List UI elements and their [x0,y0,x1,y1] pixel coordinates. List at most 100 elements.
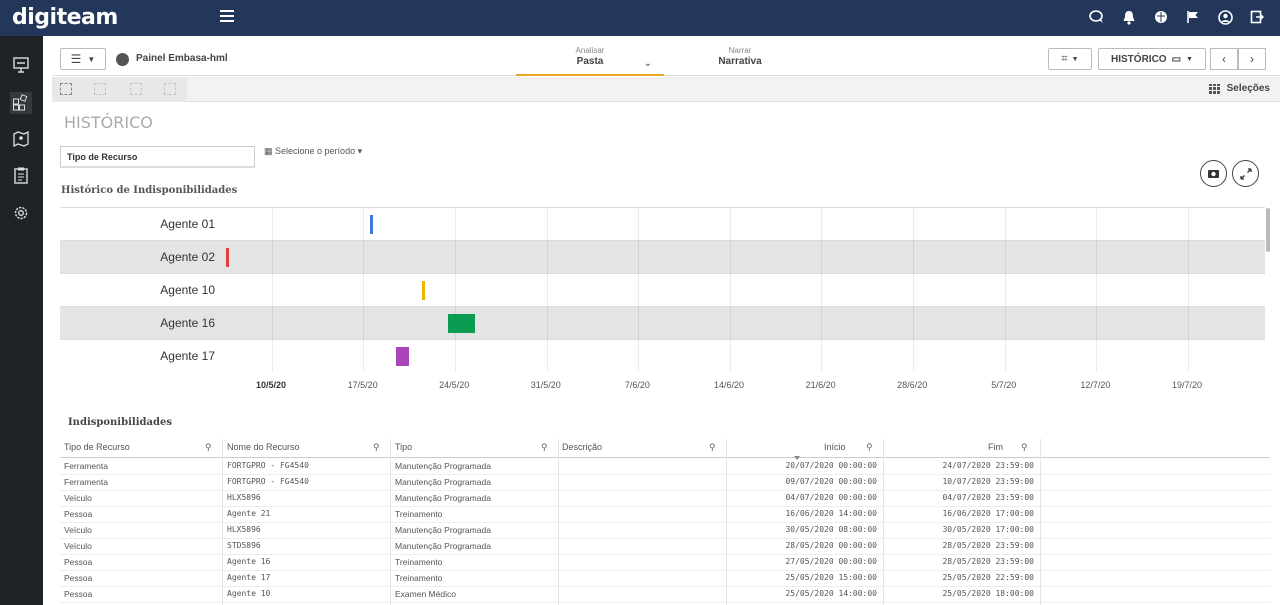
table-row[interactable]: Veículo HLX5896 Manutenção Programada 04/07… [60,491,1270,507]
tab-narrar[interactable]: Narrar Narrativa [670,46,810,76]
main-menu-button[interactable]: ☰ ▼ [60,48,106,70]
smart-search-icon[interactable] [60,83,72,95]
gantt-gridline [729,208,731,372]
gantt-bar[interactable] [422,281,426,300]
bookmarks-button[interactable]: ⌗ ▼ [1048,48,1092,70]
search-icon[interactable]: ⚲ [205,442,212,452]
previous-sheet-button[interactable]: ‹ [1210,48,1238,70]
table-cell: 25/05/2020 22:59:00 [942,573,1034,582]
gantt-bar[interactable] [448,314,475,333]
period-selector[interactable]: ▦ Selecione o período ▾ [264,146,362,157]
table-cell: Pessoa [64,557,93,567]
snapshot-camera-button[interactable] [1200,160,1227,187]
table-cell: 25/05/2020 15:00:00 [785,573,877,582]
col-header-fim[interactable]: Fim [988,442,1003,452]
sheets-button[interactable]: HISTÓRICO ▭ ▼ [1098,48,1206,70]
col-header-descricao[interactable]: Descrição [562,442,603,452]
search-icon[interactable]: ⚲ [1021,442,1028,452]
chart-scrollbar[interactable] [1266,208,1270,252]
table-cell: Agente 17 [227,573,271,582]
resource-type-filter[interactable]: Tipo de Recurso [60,146,255,168]
search-icon[interactable]: ⚲ [866,442,873,452]
gantt-row[interactable]: Agente 01 [60,208,1265,241]
table-cell: 20/07/2020 00:00:00 [785,461,877,470]
table-row[interactable]: Pessoa Agente 10 Examen Médico 25/05/2020 1… [60,587,1270,603]
chat-icon[interactable] [1086,6,1108,28]
gantt-bar[interactable] [369,215,373,234]
table-cell: Pessoa [64,589,93,599]
table-cell: Agente 16 [227,557,271,566]
col-header-tipo[interactable]: Tipo [395,442,413,452]
x-axis-tick-label: 12/7/20 [1080,380,1111,390]
table-cell: HLX5896 [227,525,261,534]
gantt-gridline [363,208,365,372]
table-row[interactable]: Pessoa Agente 21 Treinamento 16/06/2020 14:… [60,507,1270,523]
expand-fullscreen-button[interactable] [1232,160,1259,187]
selections-button[interactable]: Seleções [1208,83,1270,94]
gantt-row[interactable]: Agente 17 [60,340,1265,372]
settings-gear-icon[interactable] [10,202,32,224]
search-icon[interactable]: ⚲ [709,442,716,452]
table-cell: FORTGPRO - FG4540 [227,477,309,486]
table-cell: Manutenção Programada [395,493,491,503]
calendar-icon: ▦ [264,146,276,156]
table-row[interactable]: Ferramenta FORTGPRO - FG4540 Manutenção Pr… [60,459,1270,475]
table-row[interactable]: Pessoa Agente 16 Treinamento 27/05/2020 00:… [60,555,1270,571]
table-cell: 24/07/2020 23:59:00 [942,461,1034,470]
table-cell: FORTGPRO - FG4540 [227,461,309,470]
table-cell: 25/05/2020 14:00:00 [785,589,877,598]
table-cell: Treinamento [395,509,443,519]
table-cell: 04/07/2020 23:59:00 [942,493,1034,502]
table-header: Tipo de Recurso ⚲ Nome do Recurso ⚲ Tipo… [60,439,1270,458]
table-cell: 09/07/2020 00:00:00 [785,477,877,486]
col-header-nome-recurso[interactable]: Nome do Recurso [227,442,300,452]
brain-icon[interactable] [1150,6,1172,28]
tab-analisar[interactable]: Analisar Pasta ⌄ [516,46,664,76]
dashboard-grid-icon[interactable] [10,92,32,114]
table-cell: 16/06/2020 17:00:00 [942,509,1034,518]
table-cell: Examen Médico [395,589,456,599]
table-cell: 27/05/2020 00:00:00 [785,557,877,566]
table-row[interactable]: Veículo STD5896 Manutenção Programada 28/05… [60,539,1270,555]
col-header-tipo-recurso[interactable]: Tipo de Recurso [64,442,130,452]
user-icon[interactable] [1214,6,1236,28]
map-icon[interactable] [10,128,32,150]
x-axis-tick-label: 24/5/20 [439,380,470,390]
x-axis-tick-label: 28/6/20 [897,380,928,390]
x-axis-tick-label: 7/6/20 [624,380,650,390]
clear-selections-icon[interactable] [164,83,176,95]
search-icon[interactable]: ⚲ [373,442,380,452]
table-row[interactable]: Veículo HLX5896 Manutenção Programada 30/05… [60,523,1270,539]
gantt-row[interactable]: Agente 16 [60,307,1265,340]
tab-narrar-label: Narrar [728,46,752,55]
selection-tools [52,77,187,102]
camera-icon [1208,170,1219,178]
table-cell: 30/05/2020 08:00:00 [785,525,877,534]
selections-label: Seleções [1226,83,1270,94]
gantt-bar[interactable] [226,248,229,267]
gantt-row[interactable]: Agente 10 [60,274,1265,307]
bookmark-icon: ⌗ [1061,52,1068,65]
table-cell: 28/05/2020 00:00:00 [785,541,877,550]
gantt-bar[interactable] [396,347,410,366]
table-cell: Manutenção Programada [395,461,491,471]
gantt-row[interactable]: Agente 02 [60,241,1265,274]
gantt-chart[interactable]: Agente 01 Agente 02 Agente 10 Agente 16 Agen… [60,207,1265,372]
flag-icon[interactable] [1182,6,1204,28]
chevron-left-icon: ‹ [1222,52,1226,66]
logout-icon[interactable] [1246,6,1268,28]
table-row[interactable]: Pessoa Agente 17 Treinamento 25/05/2020 15:… [60,571,1270,587]
clipboard-icon[interactable] [10,164,32,186]
presentation-icon[interactable] [10,54,32,76]
table-row[interactable]: Ferramenta FORTGPRO - FG4540 Manutenção Pr… [60,475,1270,491]
col-header-inicio[interactable]: Início [824,442,846,452]
bell-icon[interactable] [1118,6,1140,28]
selections-bar: Seleções [52,77,1280,102]
next-sheet-button[interactable]: › [1238,48,1266,70]
step-back-icon[interactable] [94,83,106,95]
step-forward-icon[interactable] [130,83,142,95]
gantt-row-label: Agente 10 [160,283,215,297]
search-icon[interactable]: ⚲ [541,442,548,452]
menu-collapse-icon[interactable] [220,10,234,24]
gantt-gridline [546,208,548,372]
